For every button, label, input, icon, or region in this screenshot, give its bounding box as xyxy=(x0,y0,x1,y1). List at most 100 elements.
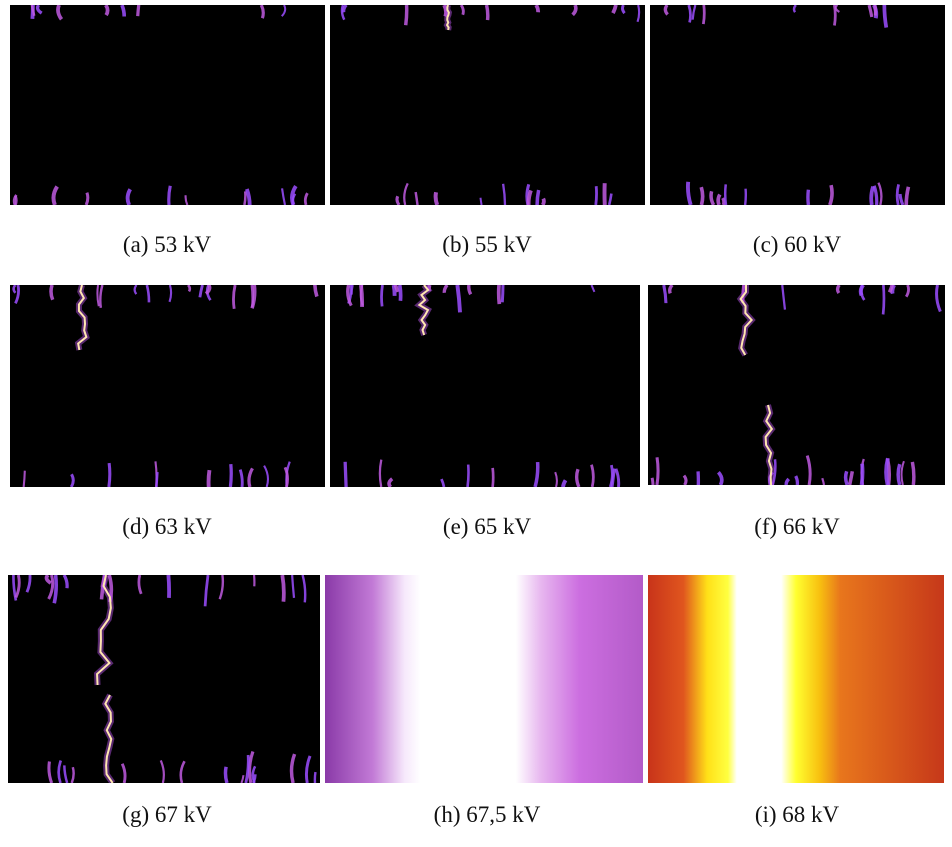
streamer xyxy=(344,5,347,12)
streamer xyxy=(468,465,469,487)
streamer xyxy=(58,5,62,19)
streamer xyxy=(725,184,726,205)
streamer xyxy=(861,285,863,295)
photo-image xyxy=(650,5,945,205)
streamer xyxy=(181,761,185,783)
streamer xyxy=(109,463,110,487)
streamer xyxy=(573,5,576,15)
streamer xyxy=(503,184,505,205)
streamer xyxy=(170,285,172,302)
streamer xyxy=(745,189,746,205)
streamer xyxy=(240,470,242,487)
page: {"figure": {"panels": [ {"caption": "(a)… xyxy=(0,0,952,847)
photo xyxy=(10,5,325,205)
streamer xyxy=(688,182,691,205)
streamer xyxy=(822,478,824,485)
streamer xyxy=(616,469,619,487)
streamer xyxy=(664,285,666,303)
figure: (a) 53 kV (b) 55 kV (c) 60 kV (d) 63 kV … xyxy=(0,0,952,847)
streamer xyxy=(890,285,893,292)
photo xyxy=(330,285,640,487)
photo-image xyxy=(648,575,944,783)
streamer xyxy=(886,458,888,485)
streamer xyxy=(480,198,481,205)
streamer xyxy=(15,196,16,205)
streamer xyxy=(652,478,653,485)
streamer xyxy=(261,5,263,18)
streamer xyxy=(591,465,593,487)
streamer xyxy=(563,480,566,487)
streamer xyxy=(592,285,595,292)
streamer xyxy=(878,183,881,205)
streamer xyxy=(16,575,19,597)
streamer xyxy=(441,479,444,487)
streamer xyxy=(900,194,903,205)
streamer xyxy=(397,196,399,205)
streamer xyxy=(884,5,886,28)
streamer xyxy=(862,464,863,485)
caption: (h) 67,5 kV xyxy=(337,801,637,829)
streamer xyxy=(147,285,149,302)
streamer xyxy=(161,760,164,783)
streamer xyxy=(469,285,471,294)
streamer xyxy=(282,5,285,16)
streamer xyxy=(869,5,872,17)
streamer xyxy=(53,186,57,205)
streamer xyxy=(794,5,796,12)
streamer xyxy=(830,185,832,205)
streamer xyxy=(209,470,210,487)
streamer xyxy=(406,5,407,25)
streamer xyxy=(906,285,908,297)
streamer xyxy=(24,471,25,487)
streamer xyxy=(315,772,316,783)
streamer xyxy=(292,754,295,783)
streamer xyxy=(703,5,704,24)
streamer xyxy=(874,186,877,205)
streamer xyxy=(529,190,531,205)
streamer xyxy=(657,457,658,485)
streamer xyxy=(282,575,284,602)
streamer xyxy=(689,5,691,22)
streamer xyxy=(535,462,538,487)
streamer xyxy=(100,285,102,308)
streamer xyxy=(416,192,418,205)
streamer xyxy=(912,462,913,485)
streamer xyxy=(461,5,463,15)
streamer xyxy=(684,476,686,485)
streamer xyxy=(718,472,721,485)
streamer xyxy=(937,285,941,312)
streamer xyxy=(246,755,249,783)
streamer xyxy=(71,474,73,487)
photo xyxy=(10,285,325,487)
streamer xyxy=(54,575,56,603)
streamer xyxy=(128,189,131,205)
streamer xyxy=(169,186,170,205)
streamer xyxy=(786,479,789,485)
streamer xyxy=(186,195,188,205)
streamer xyxy=(701,187,702,205)
photo-image xyxy=(330,285,640,487)
streamer xyxy=(718,194,720,205)
streamer xyxy=(157,472,158,487)
caption: (c) 60 kV xyxy=(647,231,947,259)
streamer xyxy=(252,285,253,307)
streamer xyxy=(220,575,223,599)
streamer xyxy=(315,285,317,297)
photo xyxy=(648,285,945,485)
photo-image xyxy=(8,575,320,783)
streamer xyxy=(883,285,884,314)
streamer xyxy=(536,5,538,12)
streamer xyxy=(64,575,67,588)
photo-image xyxy=(10,5,325,205)
streamer xyxy=(15,285,18,303)
streamer xyxy=(871,187,873,205)
caption: (e) 65 kV xyxy=(337,513,637,541)
streamer xyxy=(838,285,840,293)
streamer xyxy=(292,575,294,598)
streamer xyxy=(638,5,640,22)
streamer xyxy=(345,462,346,487)
streamer xyxy=(205,575,208,606)
streamer xyxy=(122,764,125,783)
streamer xyxy=(444,285,447,293)
streamer xyxy=(723,198,724,205)
